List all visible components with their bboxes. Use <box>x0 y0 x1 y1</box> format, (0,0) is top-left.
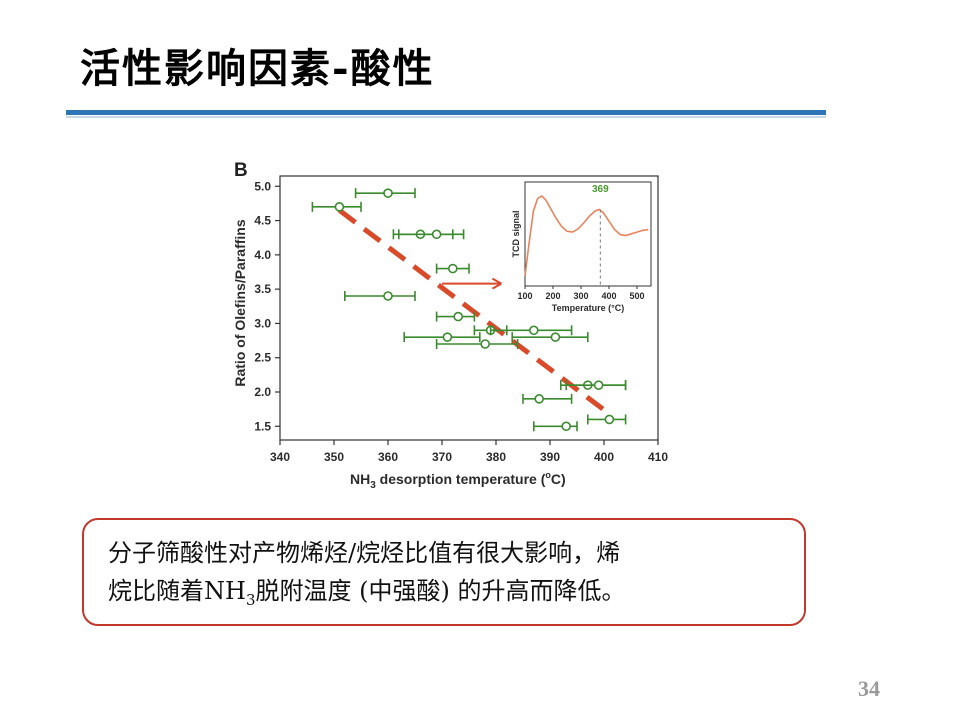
panel-label: B <box>234 160 248 181</box>
data-point <box>448 263 458 274</box>
x-tick-label: 410 <box>648 450 668 464</box>
x-tick-label: 390 <box>540 450 560 464</box>
page-number: 34 <box>858 676 880 701</box>
summary-callout: 分子筛酸性对产物烯烃/烷烃比值有很大影响，烯 烷比随着NH3脱附温度 (中强酸)… <box>82 518 806 626</box>
shift-arrow-head <box>491 277 502 290</box>
y-tick-label: 3.0 <box>254 316 271 330</box>
data-point <box>431 229 442 240</box>
summary-text: 分子筛酸性对产物烯烃/烷烃比值有很大影响，烯 烷比随着NH3脱附温度 (中强酸)… <box>108 534 788 619</box>
data-point <box>550 332 561 342</box>
y-tick-label: 1.5 <box>254 419 271 433</box>
tcd-curve <box>524 194 649 276</box>
y-tick-label: 4.0 <box>254 248 271 262</box>
y-tick-label: 2.0 <box>254 385 271 399</box>
x-tick-label: 340 <box>270 450 290 464</box>
y-tick-label: 2.5 <box>254 351 271 365</box>
title-underline <box>66 110 826 115</box>
y-tick-label: 3.5 <box>254 282 271 296</box>
data-point <box>480 339 491 349</box>
data-point <box>561 421 572 432</box>
peak-label: 369 <box>592 184 609 195</box>
title-underline-shadow <box>66 116 826 118</box>
summary-line-1: 分子筛酸性对产物烯烃/烷烃比值有很大影响，烯 <box>108 539 621 567</box>
data-point <box>334 202 345 212</box>
x-axis-label: NH3 desorption temperature (oC) <box>350 470 566 491</box>
inset-x-axis-label: Temperature (°C) <box>552 303 624 313</box>
x-tick-label: 350 <box>324 450 344 464</box>
y-tick-label: 4.5 <box>254 214 271 228</box>
data-point <box>442 332 453 342</box>
inset-x-tick-label: 100 <box>517 291 532 301</box>
data-point <box>383 291 393 301</box>
y-axis-label: Ratio of Olefins/Paraffins <box>232 219 248 386</box>
slide-title: 活性影响因素-酸性 <box>80 45 435 92</box>
inset-y-axis-label: TCD signal <box>511 210 521 257</box>
main-scatter-plot: 340 350 360 370 380 390 400 410 1.5 2.0 2.5 3.0 3.5 4… <box>254 175 668 464</box>
nh3-tpd-chart: 340 350 360 370 380 390 400 410 1.5 2.0 2.5 3.0 3.5 4… <box>232 175 668 491</box>
tcd-inset-plot: 369 100 200 300 400 500 Temperature (°C) TCD si… <box>511 181 652 313</box>
inset-x-tick-label: 200 <box>545 291 560 301</box>
x-tick-label: 380 <box>486 450 506 464</box>
summary-line-2a: 烷比随着NH <box>108 577 246 605</box>
y-tick-label: 5.0 <box>254 179 271 193</box>
data-point <box>604 414 615 425</box>
data-point <box>453 311 463 322</box>
inset-x-tick-label: 500 <box>629 291 644 301</box>
plot-frame <box>279 175 659 441</box>
summary-subscript: 3 <box>245 590 256 609</box>
x-tick-label: 370 <box>432 450 452 464</box>
data-point <box>383 188 393 198</box>
summary-line-2b: 脱附温度 (中强酸) 的升高而降低。 <box>255 577 626 605</box>
data-point <box>528 325 539 336</box>
inset-x-tick-label: 300 <box>573 291 588 301</box>
data-point <box>534 394 545 404</box>
inset-x-tick-label: 400 <box>601 291 616 301</box>
data-point <box>593 380 604 390</box>
x-tick-label: 400 <box>594 450 614 464</box>
x-tick-label: 360 <box>378 450 398 464</box>
